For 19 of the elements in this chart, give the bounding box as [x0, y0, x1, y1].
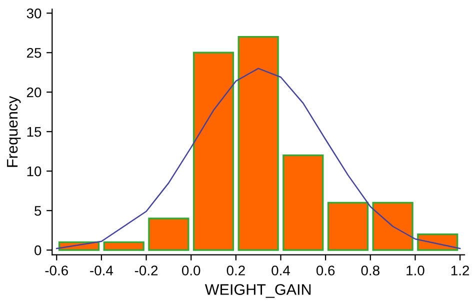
- y-axis-title: Frequency: [7, 96, 21, 167]
- y-tick-label: 25: [26, 48, 42, 58]
- x-tick-label: 1.2: [451, 266, 469, 276]
- y-tick-label: 20: [26, 87, 42, 98]
- y-tick-label: 15: [27, 127, 42, 137]
- x-tick-label: 0.0: [182, 266, 200, 276]
- x-tick-label: 0.6: [316, 266, 335, 276]
- x-tick-label: 0.8: [361, 266, 380, 276]
- x-tick-label: 0.4: [272, 266, 290, 276]
- x-tick-label: -0.6: [45, 266, 68, 276]
- x-tick-label: 1.0: [406, 266, 424, 276]
- y-tick-label: 0: [34, 245, 42, 256]
- y-tick-label: 30: [26, 8, 42, 18]
- y-tick-label: 5: [34, 206, 42, 216]
- x-tick-label: -0.4: [90, 266, 114, 276]
- x-tick-label: -0.2: [134, 266, 158, 276]
- x-axis-title: WEIGHT_GAIN: [204, 284, 311, 298]
- y-tick-label: 10: [27, 166, 42, 176]
- x-tick-label: 0.2: [226, 266, 245, 276]
